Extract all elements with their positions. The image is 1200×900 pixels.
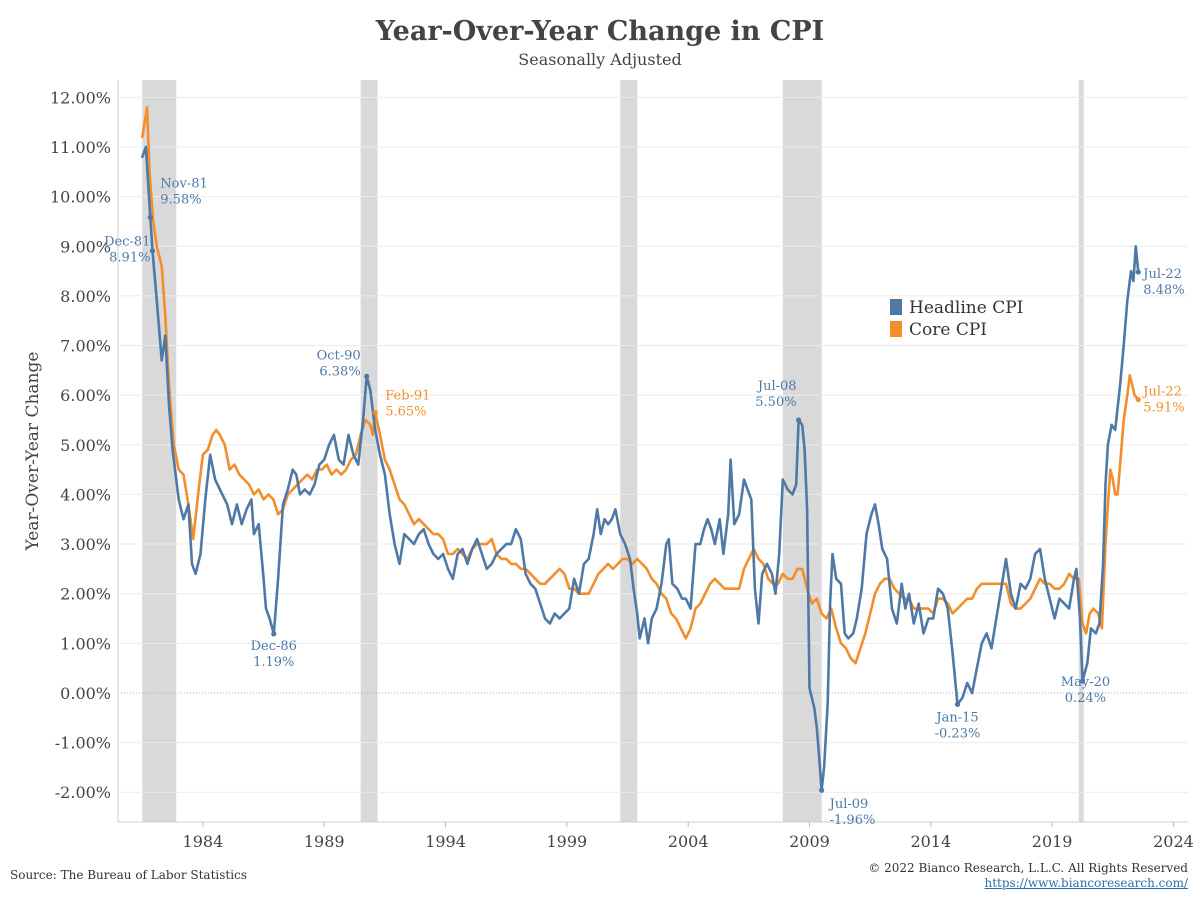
- annotation-value: 0.24%: [1065, 691, 1106, 706]
- annotation-value: -1.96%: [830, 813, 876, 828]
- annotation-date: Oct-90: [317, 348, 361, 363]
- annotation-point: [372, 409, 378, 416]
- legend-label-headline: Headline CPI: [909, 298, 1023, 318]
- y-tick-label: 2.00%: [60, 585, 111, 604]
- annotation-date: Dec-86: [251, 639, 297, 654]
- copyright-note: © 2022 Bianco Research, L.L.C. All Right…: [868, 861, 1188, 875]
- website-link[interactable]: https://www.biancoresearch.com/: [984, 876, 1188, 890]
- annotation-point: [271, 631, 277, 637]
- annotation-point: [1135, 397, 1141, 403]
- recession-band: [782, 80, 822, 822]
- y-tick-label: 9.00%: [60, 237, 111, 256]
- annotation-point: [1135, 269, 1141, 275]
- series-group: [141, 106, 1140, 792]
- recession-band: [360, 80, 378, 822]
- annotation-value: -0.23%: [935, 726, 981, 741]
- annotation-point: [147, 214, 153, 221]
- annotation-value: 8.48%: [1143, 283, 1184, 298]
- x-tick-label: 1999: [547, 832, 588, 851]
- annotation-value: 6.38%: [319, 364, 360, 379]
- y-tick-label: 6.00%: [60, 386, 111, 405]
- y-tick-label: 1.00%: [60, 634, 111, 653]
- annotation-date: May-20: [1061, 675, 1110, 690]
- y-tick-label: -1.00%: [55, 734, 111, 753]
- annotation-date: Jul-09: [828, 797, 869, 812]
- gridlines-group: [118, 96, 1188, 793]
- annotation-value: 5.65%: [385, 405, 426, 420]
- x-tick-label: 1989: [304, 832, 345, 851]
- x-tick-label: 2009: [789, 832, 830, 851]
- y-tick-label: 7.00%: [60, 337, 111, 356]
- y-tick-label: 8.00%: [60, 287, 111, 306]
- y-tick-label: 10.00%: [50, 188, 111, 207]
- x-tick-label: 1994: [425, 832, 466, 851]
- y-tick-label: 0.00%: [60, 684, 111, 703]
- annotation-value: 8.91%: [109, 251, 150, 266]
- annotation-date: Jul-08: [756, 379, 797, 394]
- annotation-value: 9.58%: [160, 192, 201, 207]
- legend-label-core: Core CPI: [909, 320, 987, 340]
- core-cpi-line: [141, 106, 1140, 665]
- y-tick-label: 11.00%: [50, 138, 111, 157]
- chart-subtitle: Seasonally Adjusted: [518, 50, 682, 69]
- y-tick-label: 5.00%: [60, 436, 111, 455]
- annotation-point: [795, 417, 802, 423]
- annotation-value: 5.91%: [1143, 401, 1184, 416]
- annotation-date: Nov-81: [160, 176, 207, 191]
- annotation-date: Dec-81: [104, 235, 150, 250]
- annotation-date: Jan-15: [934, 710, 978, 725]
- annotation-point: [819, 787, 825, 793]
- annotation-date: Jul-22: [1141, 385, 1182, 400]
- recession-band: [142, 80, 177, 822]
- y-tick-label: 3.00%: [60, 535, 111, 554]
- x-tick-label: 2024: [1153, 832, 1194, 851]
- axes-group: 12.00% 11.00% 10.00% 9.00% 8.00% 7.00% 6.00% 5.…: [23, 80, 1194, 851]
- annotation-date: Feb-91: [385, 389, 430, 404]
- y-tick-label: 12.00%: [50, 88, 111, 107]
- annotation-point: [1079, 678, 1086, 684]
- annotation-value: 1.19%: [253, 655, 294, 670]
- recession-band: [620, 80, 638, 822]
- x-tick-label: 2019: [1032, 832, 1073, 851]
- recession-band: [1078, 80, 1084, 822]
- x-tick-label: 2004: [668, 832, 709, 851]
- annotation-point: [149, 248, 156, 254]
- legend-swatch-core: [890, 321, 902, 337]
- annotation-value: 5.50%: [755, 395, 796, 410]
- y-tick-label: 4.00%: [60, 485, 111, 504]
- annotation-point: [364, 373, 370, 379]
- x-tick-label: 2014: [910, 832, 951, 851]
- annotation-point: [954, 701, 961, 707]
- headline-cpi-line: [141, 145, 1140, 792]
- chart-title: Year-Over-Year Change in CPI: [375, 16, 825, 47]
- annotation-date: Jul-22: [1141, 267, 1182, 282]
- annotations-group: Nov-819.58% Dec-818.91% Dec-861.19% Oct-906…: [104, 176, 1184, 828]
- x-tick-label: 1984: [183, 832, 224, 851]
- legend-swatch-headline: [890, 299, 902, 315]
- source-note: Source: The Bureau of Labor Statistics: [10, 868, 247, 882]
- y-axis-label: Year-Over-Year Change: [23, 352, 43, 552]
- recession-shading-group: [142, 80, 1084, 822]
- y-tick-label: -2.00%: [55, 783, 111, 802]
